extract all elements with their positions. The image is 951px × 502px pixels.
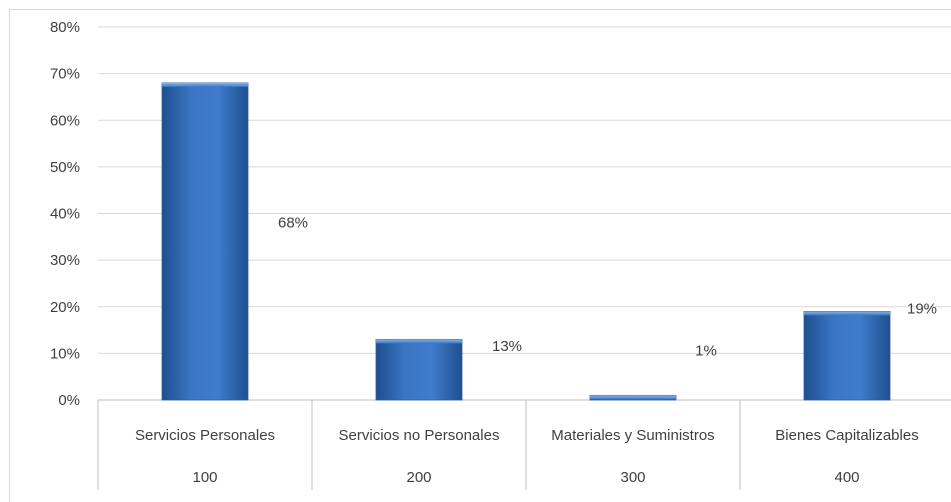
category-code-label: 300 <box>620 469 645 486</box>
data-label: 19% <box>907 301 937 318</box>
y-tick-label: 30% <box>50 252 80 269</box>
category-name-label: Materiales y Suministros <box>551 427 714 444</box>
y-tick-label: 0% <box>58 392 80 409</box>
bar <box>375 338 463 401</box>
bar <box>161 82 249 401</box>
bar-highlight <box>376 339 462 344</box>
y-tick-label: 10% <box>50 345 80 362</box>
category-code-label: 200 <box>406 469 431 486</box>
y-tick-label: 50% <box>50 159 80 176</box>
category-name-label: Servicios Personales <box>135 427 275 444</box>
category-code-label: 400 <box>834 469 859 486</box>
category-name-label: Bienes Capitalizables <box>775 427 918 444</box>
category-code-label: 100 <box>192 469 217 486</box>
data-labels: 68% 13% 1% 19% <box>278 214 937 359</box>
bars <box>161 82 891 401</box>
y-tick-label: 20% <box>50 299 80 316</box>
y-axis-tick-labels: 0% 10% 20% 30% 40% 50% 60% 70% 80% <box>50 19 80 409</box>
y-tick-label: 70% <box>50 66 80 83</box>
y-tick-label: 40% <box>50 206 80 223</box>
chart-area <box>9 9 951 502</box>
gridlines <box>98 26 951 401</box>
y-tick-label: 60% <box>50 112 80 129</box>
bar-highlight <box>162 82 248 87</box>
category-axis-table: Servicios Personales 100 Servicios no Pers… <box>97 400 919 490</box>
bar <box>803 311 891 401</box>
data-label: 1% <box>695 343 717 360</box>
data-label: 68% <box>278 214 308 231</box>
data-label: 13% <box>492 338 522 355</box>
bar-highlight <box>590 395 676 400</box>
bar-highlight <box>804 311 890 316</box>
y-tick-label: 80% <box>50 19 80 36</box>
category-name-label: Servicios no Personales <box>339 427 500 444</box>
